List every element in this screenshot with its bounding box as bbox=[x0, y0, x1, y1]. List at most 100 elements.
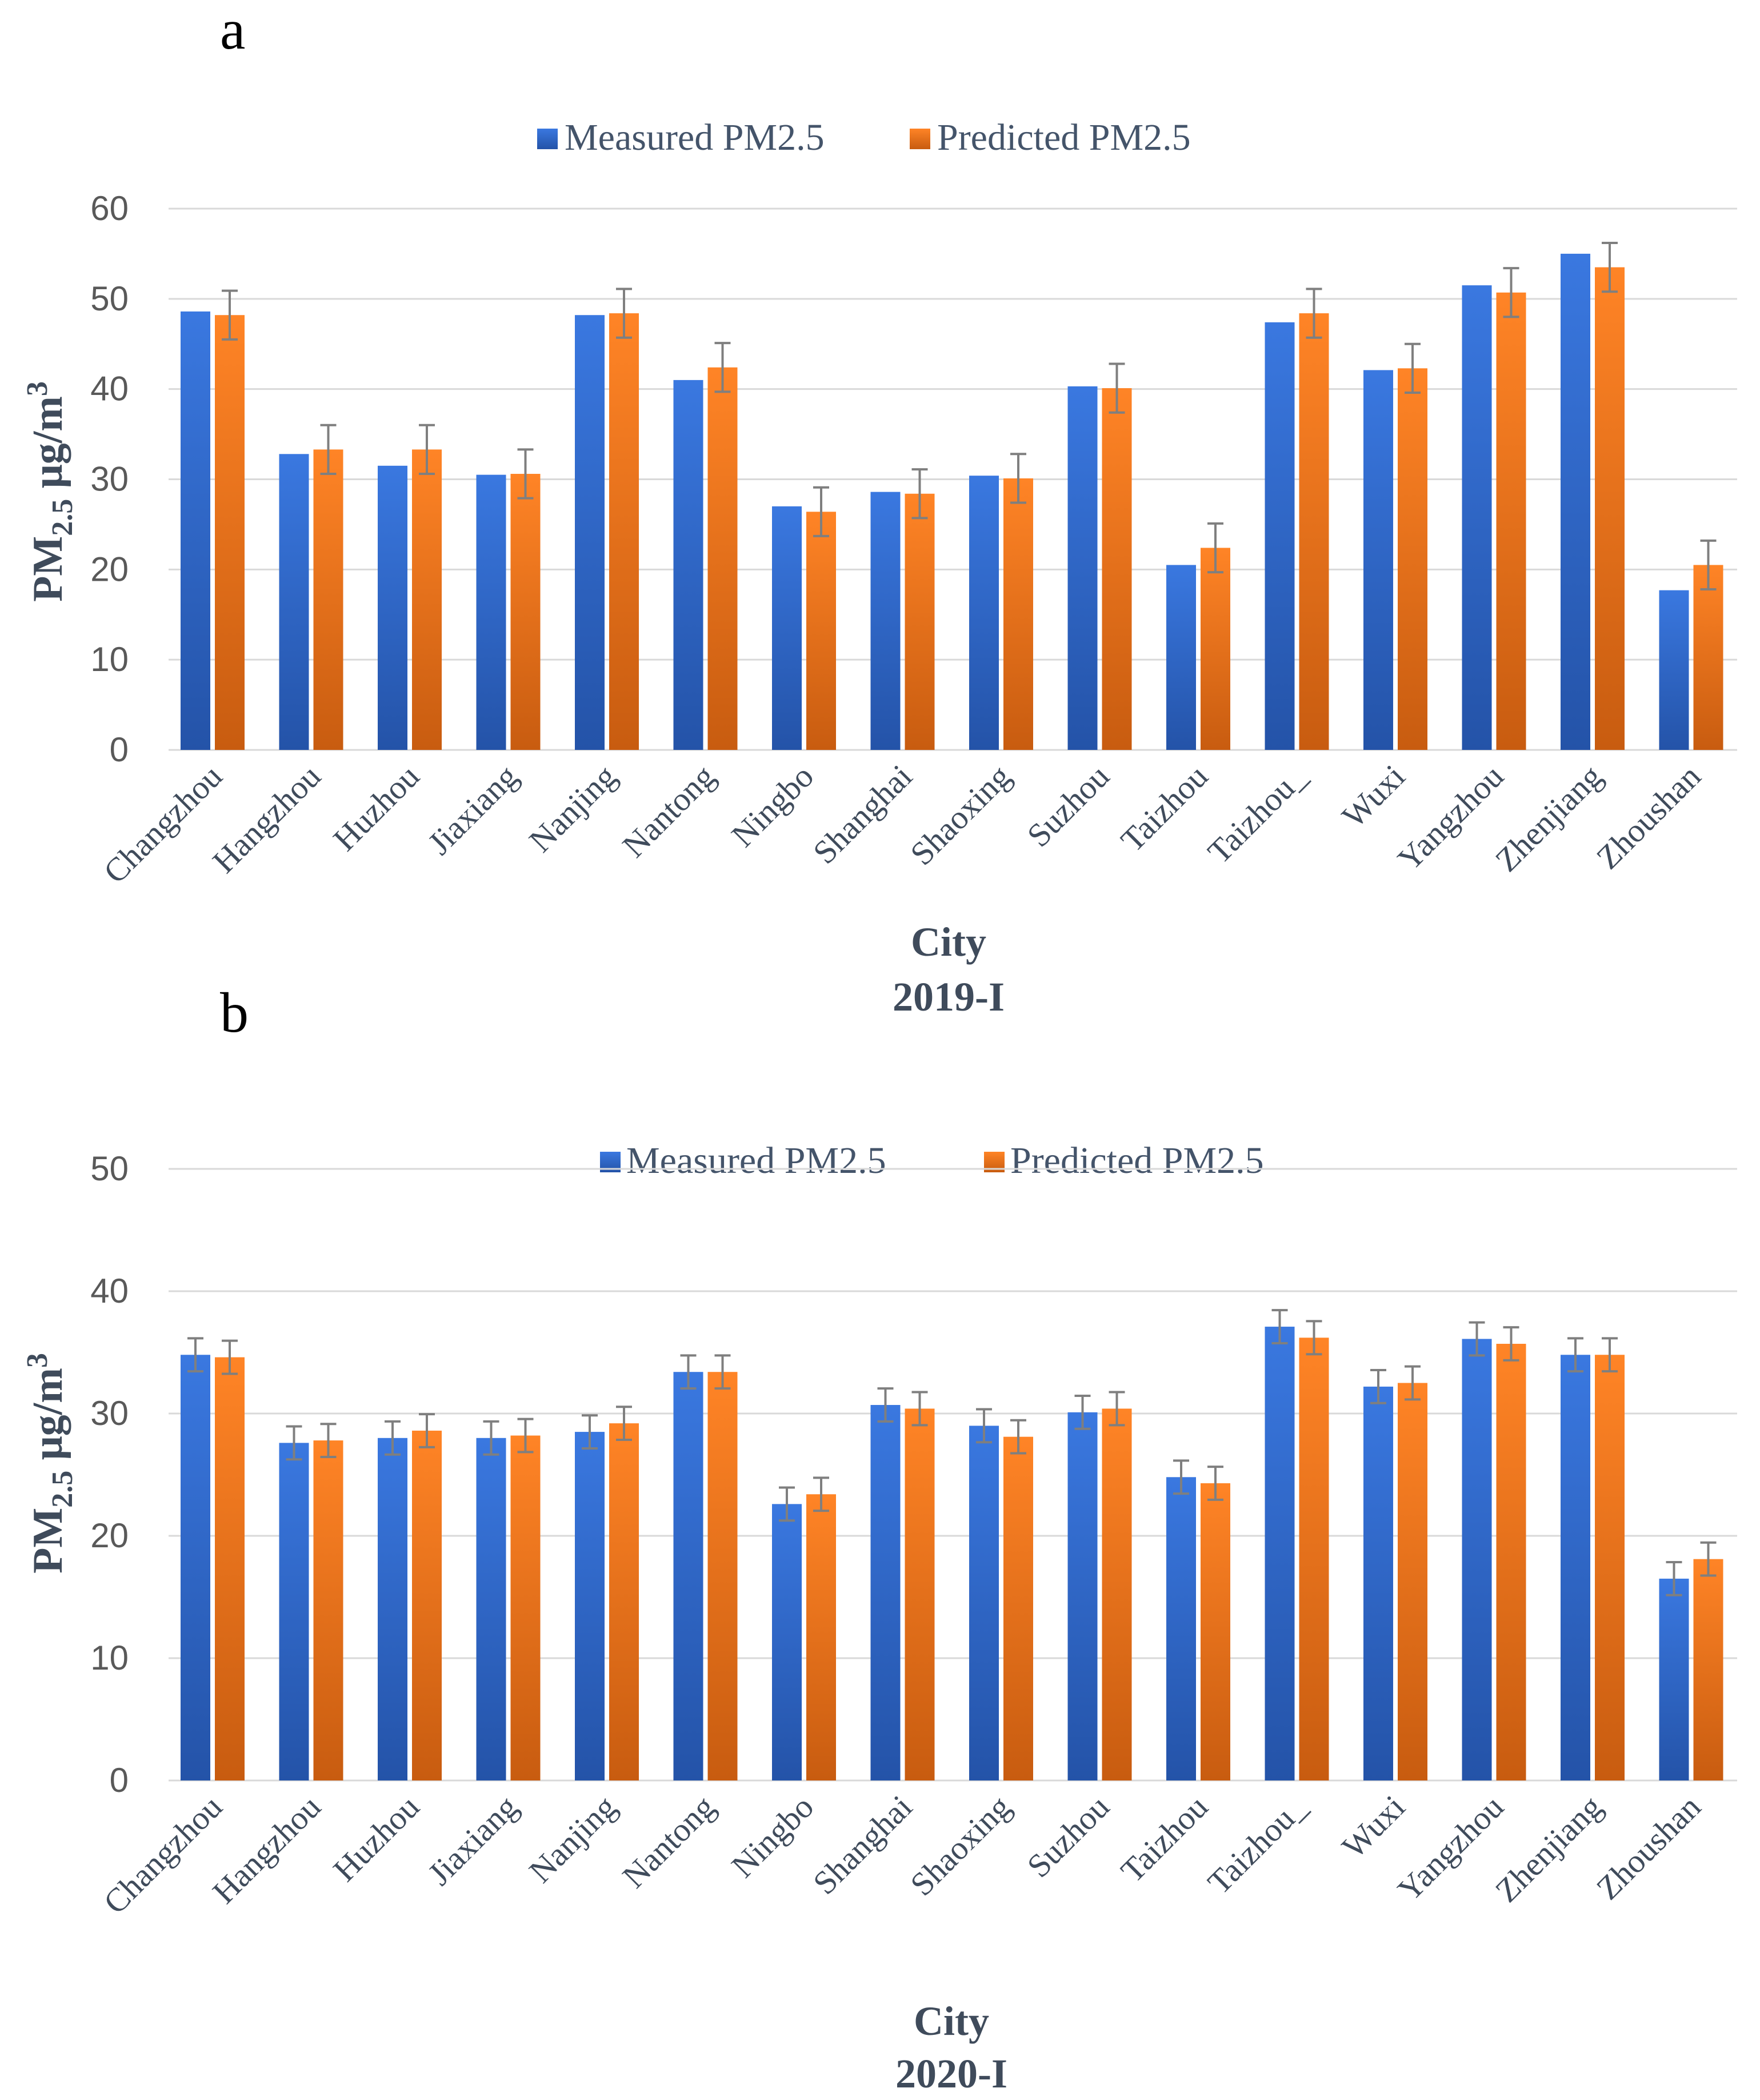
y-tick-label: 30 bbox=[90, 460, 129, 498]
bar-predicted-taizhou bbox=[1201, 548, 1230, 750]
bar-measured-zhoushan bbox=[1659, 1578, 1689, 1780]
x-tick-label-huzhou: Huzhou bbox=[326, 757, 426, 858]
legend-swatch-predicted-a bbox=[910, 129, 930, 149]
bar-measured-shaoxing bbox=[969, 476, 999, 750]
y-tick-label: 0 bbox=[110, 1761, 129, 1799]
x-tick-label-changzhou: Changzhou bbox=[96, 1788, 229, 1921]
bar-measured-suzhou bbox=[1067, 1412, 1098, 1780]
x-tick-label-suzhou: Suzhou bbox=[1020, 1788, 1117, 1885]
bar-measured-jiaxiang bbox=[476, 1438, 506, 1780]
bar-measured-hangzhou bbox=[279, 1443, 309, 1780]
bar-measured-wuxi bbox=[1363, 1386, 1393, 1780]
bar-measured-jiaxiang bbox=[476, 474, 506, 750]
x-tick-label-nanjing: Nanjing bbox=[522, 1788, 623, 1890]
bar-predicted-jiaxiang bbox=[510, 1435, 541, 1780]
bar-measured-nanjing bbox=[575, 1432, 605, 1780]
bar-measured-zhenjiang bbox=[1561, 1355, 1590, 1780]
bar-predicted-changzhou bbox=[215, 1357, 245, 1780]
bar-predicted-suzhou bbox=[1102, 1408, 1132, 1780]
bars-b bbox=[181, 1309, 1723, 1780]
bar-measured-shanghai bbox=[870, 492, 901, 750]
x-axis-title-a: City bbox=[911, 919, 986, 965]
x-tick-label-yangzhou: Yangzhou bbox=[1390, 1788, 1510, 1908]
bar-predicted-taizhou bbox=[1201, 1483, 1230, 1780]
x-tick-label-jiaxiang: Jiaxiang bbox=[421, 757, 525, 862]
y-tick-label: 50 bbox=[90, 1149, 129, 1188]
y-tick-label: 30 bbox=[90, 1394, 129, 1432]
bar-measured-changzhou bbox=[181, 1355, 210, 1780]
x-axis-title-b: City bbox=[914, 1998, 989, 2044]
x-tick-label-yangzhou: Yangzhou bbox=[1390, 757, 1510, 877]
legend-label-measured-a: Measured PM2.5 bbox=[565, 117, 825, 158]
bar-measured-hangzhou bbox=[279, 454, 309, 750]
x-tick-label-wuxi: Wuxi bbox=[1335, 757, 1412, 835]
x-axis-ticks-b: ChangzhouHangzhouHuzhouJiaxiangNanjingNa… bbox=[96, 1788, 1707, 1921]
y-tick-label: 40 bbox=[90, 1272, 129, 1310]
bar-measured-nantong bbox=[673, 1372, 703, 1780]
y-tick-label: 20 bbox=[90, 550, 129, 588]
bar-measured-taizhou bbox=[1166, 1477, 1196, 1780]
panel-label-a: a bbox=[220, 0, 245, 61]
y-tick-label: 10 bbox=[90, 1639, 129, 1677]
legend-label-measured-b: Measured PM2.5 bbox=[626, 1140, 886, 1181]
x-tick-label-zhenjiang: Zhenjiang bbox=[1488, 757, 1609, 879]
bar-predicted-shanghai bbox=[905, 1408, 935, 1780]
x-tick-label-ningbo: Ningbo bbox=[724, 1788, 821, 1885]
legend-a: Measured PM2.5 Predicted PM2.5 bbox=[537, 117, 1191, 158]
x-tick-label-shanghai: Shanghai bbox=[806, 757, 919, 871]
x-axis-ticks-a: ChangzhouHangzhouHuzhouJiaxiangNanjingNa… bbox=[96, 757, 1707, 891]
x-tick-label-ningbo: Ningbo bbox=[724, 757, 821, 854]
bar-measured-taizhou_ bbox=[1265, 322, 1295, 750]
bar-measured-nantong bbox=[673, 380, 703, 750]
y-axis-title-b: PM2.5 μg/m3 bbox=[21, 1353, 79, 1574]
bar-predicted-changzhou bbox=[215, 315, 245, 750]
x-tick-label-shanghai: Shanghai bbox=[806, 1788, 919, 1902]
x-tick-label-changzhou: Changzhou bbox=[96, 757, 229, 891]
y-tick-label: 60 bbox=[90, 189, 129, 227]
x-tick-label-jiaxiang: Jiaxiang bbox=[421, 1788, 525, 1893]
y-axis-ticks-b: 0 10 20 30 40 50 bbox=[90, 1149, 129, 1799]
bar-predicted-zhenjiang bbox=[1595, 1355, 1625, 1780]
bar-predicted-shaoxing bbox=[1003, 1436, 1033, 1780]
x-tick-label-wuxi: Wuxi bbox=[1335, 1788, 1412, 1865]
x-tick-label-nantong: Nantong bbox=[615, 757, 722, 864]
bar-measured-shanghai bbox=[870, 1405, 901, 1780]
x-tick-label-shaoxing: Shaoxing bbox=[903, 757, 1018, 872]
bar-predicted-wuxi bbox=[1398, 368, 1427, 750]
bar-predicted-yangzhou bbox=[1496, 292, 1526, 750]
bar-measured-taizhou_ bbox=[1265, 1327, 1295, 1780]
bar-predicted-huzhou bbox=[412, 449, 442, 750]
bar-measured-taizhou bbox=[1166, 565, 1196, 750]
y-tick-label: 10 bbox=[90, 640, 129, 678]
y-tick-label: 0 bbox=[110, 730, 129, 769]
bar-predicted-jiaxiang bbox=[510, 474, 541, 750]
bar-measured-ningbo bbox=[772, 1504, 802, 1780]
bar-measured-zhoushan bbox=[1659, 590, 1689, 750]
bar-measured-suzhou bbox=[1067, 386, 1098, 750]
bar-measured-shaoxing bbox=[969, 1426, 999, 1780]
y-axis-ticks-a: 0 10 20 30 40 50 60 bbox=[90, 189, 129, 769]
bar-measured-nanjing bbox=[575, 315, 605, 750]
x-tick-label-taizhou: Taizhou bbox=[1114, 757, 1215, 859]
chart-panel-b: b Measured PM2.5 Predicted PM2.5 0 10 20 30… bbox=[21, 981, 1737, 2097]
x-tick-label-nantong: Nantong bbox=[615, 1788, 722, 1895]
legend-label-predicted-a: Predicted PM2.5 bbox=[937, 117, 1191, 158]
y-tick-label: 20 bbox=[90, 1516, 129, 1555]
chart-subtitle-b: 2020-I bbox=[895, 2051, 1007, 2097]
bar-predicted-yangzhou bbox=[1496, 1344, 1526, 1780]
bar-predicted-ningbo bbox=[806, 512, 836, 750]
bar-measured-huzhou bbox=[378, 465, 407, 750]
bar-predicted-taizhou_ bbox=[1299, 1338, 1329, 1780]
x-tick-label-zhenjiang: Zhenjiang bbox=[1488, 1788, 1609, 1909]
bar-measured-zhenjiang bbox=[1561, 253, 1590, 750]
y-axis-title-a: PM2.5 μg/m3 bbox=[21, 381, 79, 602]
bar-predicted-zhoushan bbox=[1693, 565, 1723, 750]
bar-predicted-hangzhou bbox=[313, 1440, 343, 1780]
bar-predicted-huzhou bbox=[412, 1430, 442, 1780]
x-tick-label-suzhou: Suzhou bbox=[1020, 757, 1117, 854]
chart-subtitle-a: 2019-I bbox=[893, 974, 1005, 1020]
x-tick-label-taizhou_: Taizhou_ bbox=[1201, 757, 1314, 871]
bar-predicted-hangzhou bbox=[313, 449, 343, 750]
bar-predicted-nanjing bbox=[609, 1423, 639, 1780]
